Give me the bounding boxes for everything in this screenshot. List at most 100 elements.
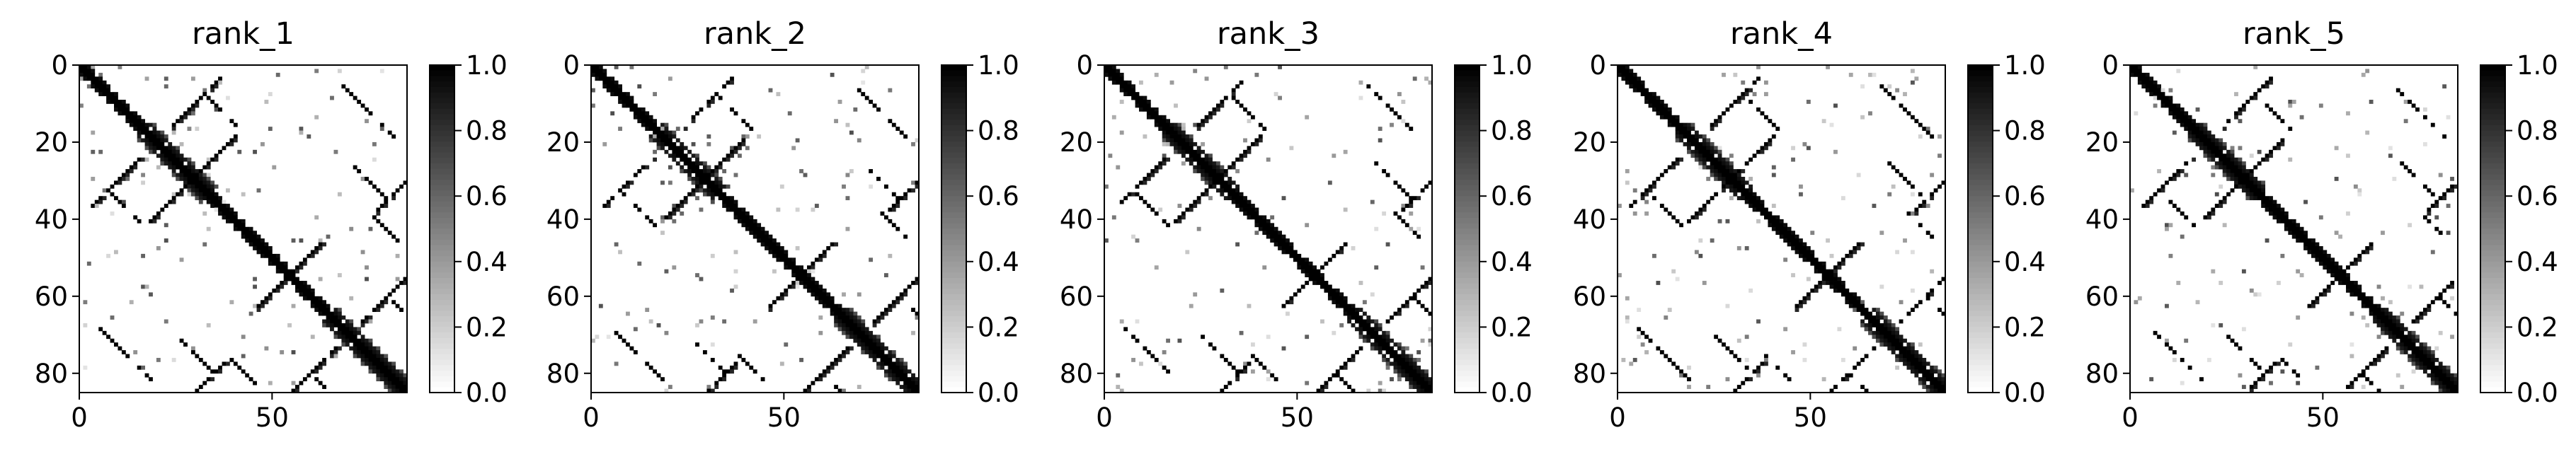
heatmap-cell (349, 226, 354, 231)
heatmap-cell (141, 127, 145, 131)
heatmap-cell (706, 103, 711, 108)
heatmap-cell (791, 281, 796, 285)
heatmap-cell (857, 323, 861, 327)
heatmap-cell (1223, 184, 1228, 189)
colorbar-segment (1968, 185, 1993, 192)
heatmap-cell (2384, 327, 2389, 332)
colorbar-segment (941, 76, 966, 82)
heatmap-cell (1625, 69, 1630, 74)
heatmap-cell (2311, 300, 2315, 305)
heatmap-cell (164, 161, 168, 166)
heatmap-cell (2276, 146, 2281, 151)
heatmap-cell (2226, 165, 2231, 170)
colorbar-segment (941, 223, 966, 230)
heatmap-cell (114, 103, 118, 108)
heatmap-cell (622, 103, 626, 108)
heatmap-cell (403, 381, 408, 385)
heatmap-cell (837, 388, 842, 393)
heatmap-cell (2238, 157, 2243, 162)
colorbar-segment (1968, 108, 1993, 115)
heatmap-cell (387, 388, 392, 393)
heatmap-cell (691, 188, 696, 193)
heatmap-cell (187, 180, 192, 185)
heatmap-cell (672, 149, 677, 154)
heatmap-cell (1420, 373, 1425, 378)
heatmap-cell (198, 176, 203, 181)
heatmap-cell (1424, 385, 1429, 389)
heatmap-cell (206, 192, 211, 197)
heatmap-cell (118, 107, 122, 112)
heatmap-cell (1404, 373, 1409, 378)
heatmap-cell (2427, 350, 2432, 354)
heatmap-cell (395, 188, 400, 193)
heatmap-cell (2180, 115, 2185, 120)
heatmap-cell (1875, 330, 1880, 335)
heatmap-cell (1937, 377, 1942, 382)
heatmap-cell (2219, 281, 2223, 285)
heatmap-cell (883, 354, 888, 359)
heatmap-cell (1710, 173, 1715, 178)
heatmap-cell (1270, 215, 1275, 220)
heatmap-cell (114, 92, 118, 96)
heatmap-cell (1158, 127, 1163, 131)
heatmap-cell (1143, 107, 1147, 112)
heatmap-cell (1918, 369, 1923, 374)
heatmap-cell (2392, 338, 2397, 343)
heatmap-cell (218, 80, 222, 85)
heatmap-cell (1320, 284, 1324, 289)
heatmap-cell (1262, 215, 1267, 220)
heatmap-cell (2222, 127, 2227, 131)
heatmap-cell (1872, 319, 1877, 324)
heatmap-cell (730, 196, 734, 201)
heatmap-cell (144, 134, 149, 139)
heatmap-cell (683, 199, 688, 204)
heatmap-cell (198, 357, 203, 362)
heatmap-cell (229, 357, 234, 362)
heatmap-cell (633, 115, 638, 120)
heatmap-cell (1872, 330, 1877, 335)
heatmap-cell (730, 149, 734, 154)
heatmap-cell (195, 388, 200, 393)
heatmap-cell (2245, 176, 2250, 181)
colorbar-segment (941, 337, 966, 344)
heatmap-cell (268, 381, 273, 385)
heatmap-cell (849, 335, 854, 340)
heatmap-cell (660, 377, 665, 382)
heatmap-cell (2403, 100, 2408, 104)
heatmap-cell (1243, 196, 1247, 201)
colorbar-segment (941, 201, 966, 208)
heatmap-cell (156, 141, 161, 146)
colorbar-segment (1968, 289, 1993, 295)
heatmap-cell (1281, 346, 1286, 351)
heatmap-cell (2395, 88, 2400, 93)
heatmap-cell (137, 138, 142, 143)
heatmap-cell (784, 261, 789, 266)
heatmap-cell (626, 184, 630, 189)
heatmap-cell (379, 192, 384, 197)
heatmap-cell (1694, 149, 1699, 154)
colorbar-segment (2480, 124, 2505, 132)
heatmap-cell (702, 192, 707, 197)
heatmap-cell (353, 327, 357, 332)
heatmap-cell (1154, 122, 1159, 127)
heatmap-cell (842, 311, 846, 316)
heatmap-cell (1872, 346, 1877, 351)
heatmap-cell (702, 165, 707, 170)
colorbar-segment (2480, 114, 2505, 120)
heatmap-cell (691, 141, 696, 146)
heatmap-cell (379, 204, 384, 208)
heatmap-cell (2315, 257, 2320, 262)
heatmap-cell (176, 149, 181, 154)
heatmap-cell (1918, 357, 1923, 362)
colorbar-segment (430, 272, 454, 279)
heatmap-cell (891, 377, 896, 382)
heatmap-cell (2180, 211, 2185, 216)
heatmap-cell (837, 327, 842, 332)
heatmap-cell (1733, 354, 1738, 359)
heatmap-cell (1706, 176, 1711, 181)
heatmap-cell (2434, 365, 2439, 370)
heatmap-cell (903, 192, 908, 197)
heatmap-cell (1856, 300, 1861, 305)
heatmap-cell (1335, 292, 1340, 297)
heatmap-cell (253, 149, 257, 154)
